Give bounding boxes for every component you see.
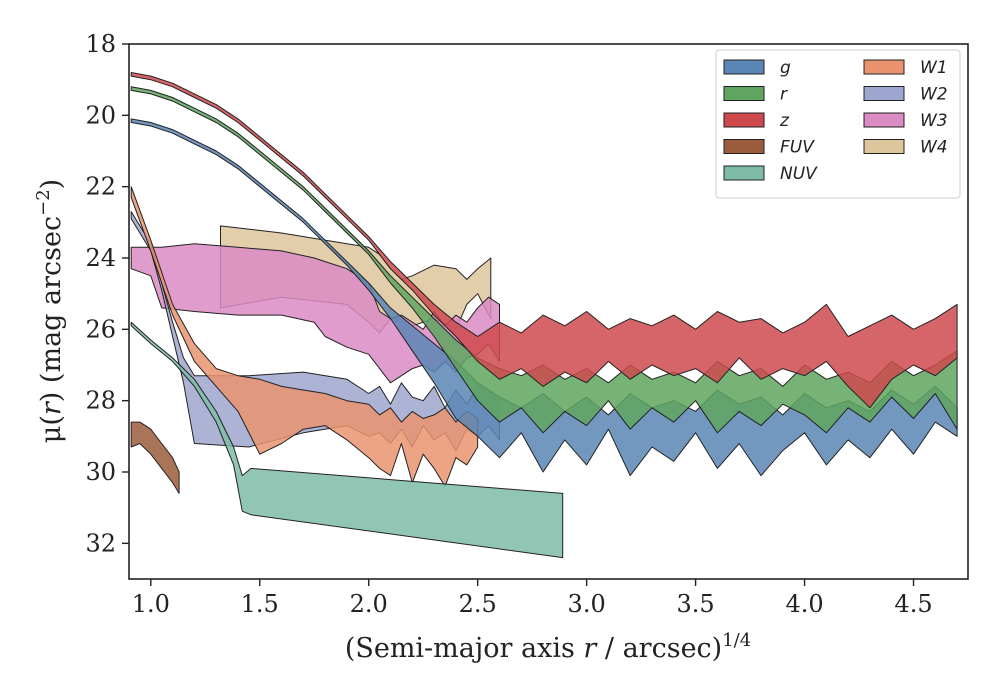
legend-label-r: r [780,85,788,105]
legend-label-fuv: FUV [780,138,815,158]
x-tick-label: 1.5 [241,590,279,618]
x-tick-label: 4.5 [894,590,932,618]
band-z [130,72,958,409]
y-tick-label: 22 [85,173,116,201]
legend-swatch-fuv [723,139,765,154]
x-tick-label: 1.0 [132,590,170,618]
band-areas [130,72,958,559]
legend-label-g: g [780,58,791,78]
legend-swatch-z [723,112,765,128]
legend-swatch-w1 [863,59,905,75]
band-nuv [130,321,564,559]
x-tick-label: 2.5 [459,590,497,618]
y-axis: 18 20 22 24 26 28 30 32 [85,30,129,557]
legend-swatch-nuv [723,165,765,181]
y-tick-label: 32 [85,529,116,557]
y-tick-label: 26 [85,315,116,343]
y-tick-label: 20 [85,101,116,129]
y-tick-label: 24 [85,244,116,272]
legend-label-w4: W4 [920,138,948,158]
y-axis-title: μ(r) (mag arcsec−2) [33,179,67,443]
legend: grz FUV NUV W1 W2 W3 W4 [715,49,961,199]
y-tick-label: 30 [85,458,116,486]
legend-label-z: z [779,111,790,131]
y-tick-label: 28 [85,387,116,415]
x-tick-label: 4.0 [785,590,823,618]
legend-swatch-g [723,59,765,75]
y-tick-label: 18 [85,30,116,58]
legend-label-w2: W2 [920,85,948,105]
legend-swatch-r [723,86,765,101]
legend-swatch-w2 [863,86,905,101]
legend-swatch-w3 [863,112,905,128]
band-fuv [130,421,180,494]
legend-label-nuv: NUV [780,164,818,184]
x-tick-label: 3.5 [677,590,715,618]
x-tick-label: 3.0 [568,590,606,618]
band-w1 [130,186,479,487]
x-axis-title: (Semi-major axis r / arcsec)1/4 [345,630,751,664]
legend-label-w1: W1 [920,58,948,78]
x-axis: 1.0 1.5 2.0 2.5 3.0 3.5 4.0 4.5 [132,579,933,618]
legend-swatch-w4 [863,139,905,154]
legend-label-w3: W3 [920,111,948,131]
x-tick-label: 2.0 [350,590,388,618]
plot-frame [128,43,969,580]
